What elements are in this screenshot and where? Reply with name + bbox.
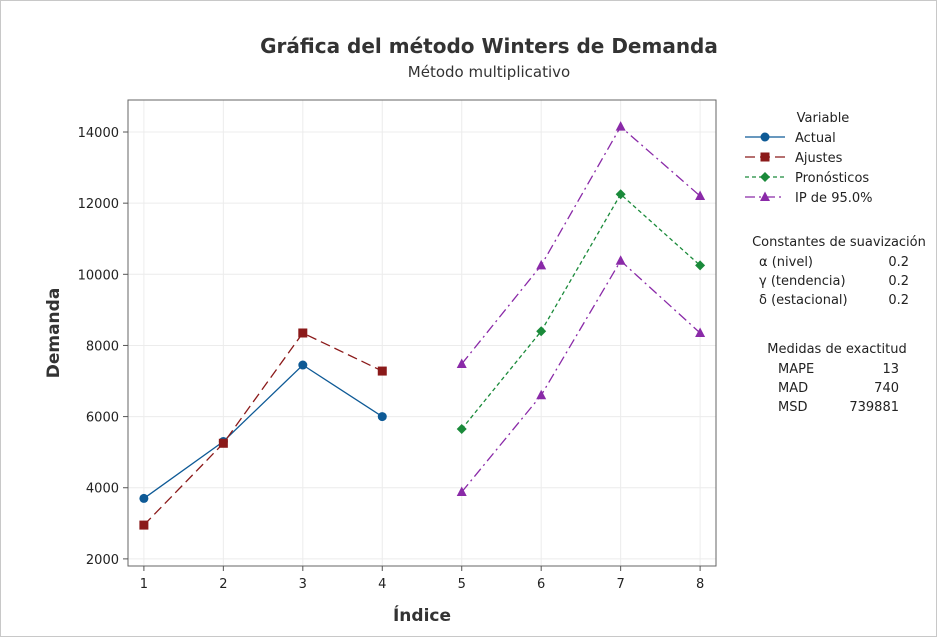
- data-point: [456, 486, 467, 497]
- series-group: [139, 121, 706, 530]
- data-point: [615, 121, 626, 131]
- data-point: [218, 438, 228, 448]
- data-point: [615, 255, 626, 265]
- accuracy-label: MSD: [778, 400, 807, 415]
- legend-item: IP de 95.0%: [745, 191, 873, 206]
- x-axis-title: Índice: [393, 604, 451, 626]
- y-tick-label: 10000: [78, 268, 119, 283]
- legend-marker: [760, 172, 770, 182]
- data-point: [695, 260, 706, 271]
- legend-label: Pronósticos: [795, 171, 869, 186]
- x-tick-label: 4: [378, 577, 386, 592]
- series-2: [139, 328, 387, 530]
- accuracy-label: MAPE: [778, 362, 814, 377]
- smoothing-label: γ (tendencia): [759, 274, 846, 289]
- x-tick-label: 8: [696, 577, 704, 592]
- smoothing-value: 0.2: [888, 255, 909, 270]
- legend-marker: [760, 132, 770, 142]
- x-tick-label: 5: [458, 577, 466, 592]
- series-line: [461, 193, 701, 430]
- series-line: [143, 364, 383, 499]
- x-tick-label: 2: [219, 577, 227, 592]
- series-line: [461, 125, 701, 365]
- chart-subtitle: Método multiplicativo: [408, 63, 570, 81]
- accuracy-label: MAD: [778, 381, 808, 396]
- data-point: [536, 259, 547, 270]
- series-5: [456, 255, 706, 497]
- chart-title: Gráfica del método Winters de Demanda: [260, 34, 718, 58]
- axis-ticks: 1 2 3 4 5 6 7 8 2000 4000 6000 8000 10000 12000 14000: [78, 126, 705, 592]
- annotations: Constantes de suavización Medidas de exa…: [752, 235, 926, 415]
- plot-area: [127, 99, 717, 567]
- y-tick-label: 4000: [86, 482, 119, 497]
- series-line: [461, 259, 701, 493]
- y-axis-title: Demanda: [44, 288, 64, 379]
- legend-item: Actual: [745, 131, 836, 146]
- series-3: [456, 189, 706, 435]
- x-tick-label: 7: [617, 577, 625, 592]
- data-point: [695, 327, 706, 337]
- data-point: [536, 389, 547, 400]
- grid: [128, 100, 716, 566]
- data-point: [298, 360, 308, 370]
- smoothing-title: Constantes de suavización: [752, 235, 926, 250]
- series-line: [143, 332, 383, 526]
- y-tick-label: 6000: [86, 411, 119, 426]
- y-tick-label: 2000: [86, 553, 119, 568]
- legend-marker: [760, 152, 770, 162]
- data-point: [139, 520, 149, 530]
- y-tick-label: 14000: [78, 126, 119, 141]
- data-point: [139, 493, 149, 503]
- smoothing-value: 0.2: [888, 293, 909, 308]
- y-tick-label: 12000: [78, 197, 119, 212]
- legend-label: Ajustes: [795, 151, 843, 166]
- series-1: [139, 360, 387, 503]
- data-point: [298, 328, 308, 338]
- legend-label: IP de 95.0%: [795, 191, 873, 206]
- legend-label: Actual: [795, 131, 836, 146]
- legend-marker: [760, 191, 770, 201]
- x-tick-label: 3: [299, 577, 307, 592]
- legend: Variable Actual Ajustes Pronósticos IP de 9…: [745, 111, 873, 206]
- data-point: [456, 358, 467, 368]
- series-4: [456, 121, 706, 368]
- data-point: [377, 412, 387, 422]
- smoothing-label: α (nivel): [759, 255, 813, 270]
- data-point: [615, 189, 626, 200]
- data-point: [536, 326, 547, 337]
- accuracy-title: Medidas de exactitud: [767, 342, 906, 357]
- legend-item: Pronósticos: [745, 171, 869, 186]
- x-tick-label: 6: [537, 577, 545, 592]
- data-point: [456, 424, 467, 435]
- accuracy-value: 740: [874, 381, 899, 396]
- accuracy-value: 13: [882, 362, 899, 377]
- accuracy-value: 739881: [849, 400, 899, 415]
- legend-title: Variable: [797, 111, 850, 126]
- smoothing-label: δ (estacional): [759, 293, 848, 308]
- legend-item: Ajustes: [745, 151, 843, 166]
- x-tick-label: 1: [140, 577, 148, 592]
- data-point: [377, 366, 387, 376]
- data-point: [695, 190, 706, 201]
- y-tick-label: 8000: [86, 339, 119, 354]
- smoothing-value: 0.2: [888, 274, 909, 289]
